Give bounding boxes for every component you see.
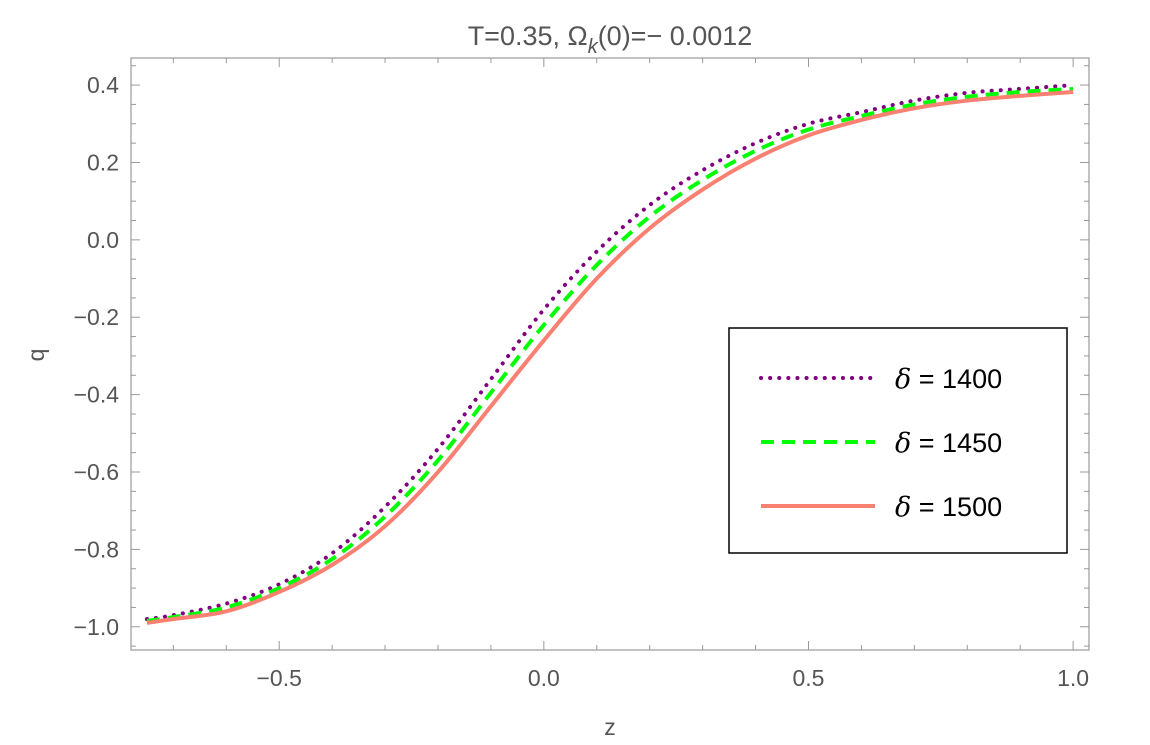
series-line-1 — [144, 83, 1076, 622]
x-axis-ticks: −0.5 0.0 0.5 1.0 — [172, 58, 1089, 691]
x-tick-label: −0.5 — [256, 665, 301, 691]
y-axis-ticks: 0.4 0.2 0.0 −0.2 −0.4 −0.6 −0.8 −1.0 — [74, 65, 1089, 647]
plot-area-frame — [130, 57, 1090, 651]
series-line-2 — [146, 86, 1074, 623]
legend-label-1: δ = 1400 — [895, 364, 1002, 395]
chart-title-subscript: k — [588, 36, 599, 58]
series-line-3 — [146, 90, 1074, 625]
chart-title: T=0.35, Ωk(0)=− 0.0012 — [468, 21, 753, 58]
x-tick-label: 0.5 — [792, 665, 824, 691]
y-tick-label: −0.2 — [74, 304, 119, 330]
legend-box — [728, 327, 1068, 554]
legend-label-2: δ = 1450 — [895, 428, 1002, 459]
legend-value: = 1450 — [911, 428, 1002, 458]
x-tick-label: 1.0 — [1057, 665, 1089, 691]
legend-value: = 1400 — [911, 364, 1002, 394]
y-tick-label: 0.4 — [87, 72, 119, 98]
plot-frame — [130, 57, 1090, 651]
series-layer — [144, 83, 1076, 625]
chart-title-suffix: (0)=− 0.0012 — [598, 21, 753, 51]
legend-symbol: δ — [895, 492, 911, 523]
legend-symbol: δ — [895, 364, 911, 395]
y-tick-label: −0.6 — [74, 459, 119, 485]
y-tick-label: −0.4 — [74, 382, 120, 408]
chart-title-prefix: T=0.35, Ω — [468, 21, 588, 51]
x-axis-label: z — [604, 714, 616, 740]
y-axis-label: q — [23, 349, 49, 362]
y-tick-label: −1.0 — [74, 614, 119, 640]
y-tick-label: −0.8 — [74, 536, 119, 562]
x-tick-label: 0.0 — [528, 665, 560, 691]
y-tick-label: 0.2 — [87, 149, 119, 175]
legend-label-3: δ = 1500 — [895, 492, 1002, 523]
legend-symbol: δ — [895, 428, 911, 459]
y-tick-label: 0.0 — [87, 227, 119, 253]
legend-value: = 1500 — [911, 492, 1002, 522]
